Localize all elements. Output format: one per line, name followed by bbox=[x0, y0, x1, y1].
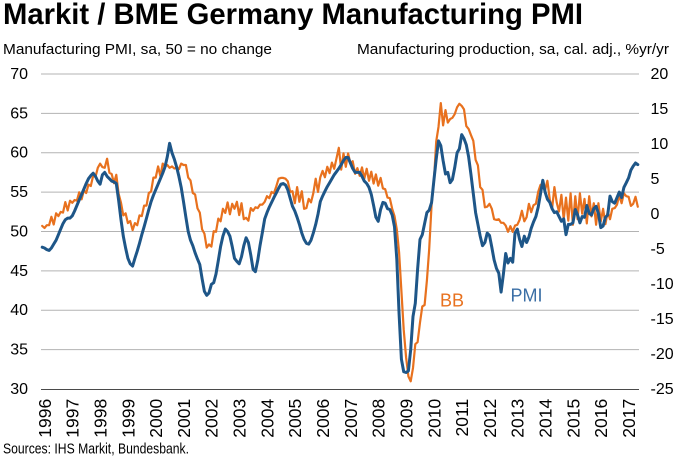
svg-text:1998: 1998 bbox=[91, 399, 111, 438]
svg-text:Manufacturing PMI, sa, 50 = no: Manufacturing PMI, sa, 50 = no change bbox=[3, 41, 272, 58]
svg-text:1996: 1996 bbox=[35, 399, 55, 438]
svg-text:2017: 2017 bbox=[619, 399, 639, 438]
svg-text:45: 45 bbox=[10, 263, 28, 280]
svg-text:15: 15 bbox=[651, 101, 669, 118]
svg-text:30: 30 bbox=[10, 381, 28, 398]
svg-text:2006: 2006 bbox=[313, 399, 333, 438]
svg-text:2000: 2000 bbox=[146, 399, 166, 438]
svg-text:BB: BB bbox=[440, 291, 464, 311]
svg-text:2013: 2013 bbox=[508, 399, 528, 438]
svg-text:65: 65 bbox=[10, 105, 28, 122]
svg-text:1999: 1999 bbox=[118, 399, 138, 438]
svg-text:2001: 2001 bbox=[174, 399, 194, 438]
svg-text:2005: 2005 bbox=[285, 399, 305, 438]
svg-text:0: 0 bbox=[651, 206, 660, 223]
svg-text:40: 40 bbox=[10, 302, 28, 319]
svg-text:20: 20 bbox=[651, 66, 669, 83]
svg-text:2012: 2012 bbox=[480, 399, 500, 438]
svg-text:-5: -5 bbox=[651, 241, 665, 258]
svg-text:2003: 2003 bbox=[230, 399, 250, 438]
svg-text:Sources: IHS Markit, Bundesban: Sources: IHS Markit, Bundesbank. bbox=[3, 441, 189, 458]
svg-text:2016: 2016 bbox=[591, 399, 611, 438]
svg-text:2002: 2002 bbox=[202, 399, 222, 438]
svg-text:5: 5 bbox=[651, 171, 660, 188]
svg-text:2008: 2008 bbox=[369, 399, 389, 438]
svg-text:-15: -15 bbox=[651, 311, 674, 328]
svg-text:-25: -25 bbox=[651, 381, 674, 398]
svg-text:10: 10 bbox=[651, 136, 669, 153]
svg-text:Manufacturing production, sa,: Manufacturing production, sa, cal. adj.,… bbox=[357, 41, 669, 58]
svg-text:70: 70 bbox=[10, 66, 28, 83]
svg-text:60: 60 bbox=[10, 145, 28, 162]
svg-text:50: 50 bbox=[10, 223, 28, 240]
svg-text:35: 35 bbox=[10, 342, 28, 359]
svg-text:Markit / BME Germany Manufactu: Markit / BME Germany Manufacturing PMI bbox=[3, 0, 583, 31]
svg-text:2014: 2014 bbox=[536, 399, 556, 438]
svg-text:2011: 2011 bbox=[452, 399, 472, 437]
svg-text:2007: 2007 bbox=[341, 399, 361, 438]
svg-text:-10: -10 bbox=[651, 276, 674, 293]
svg-text:1997: 1997 bbox=[63, 399, 83, 438]
svg-text:2010: 2010 bbox=[424, 399, 444, 438]
svg-text:2009: 2009 bbox=[396, 399, 416, 438]
svg-text:55: 55 bbox=[10, 184, 28, 201]
svg-text:2015: 2015 bbox=[563, 399, 583, 438]
svg-text:-20: -20 bbox=[651, 346, 674, 363]
svg-text:2004: 2004 bbox=[257, 399, 277, 438]
svg-text:PMI: PMI bbox=[511, 286, 543, 306]
